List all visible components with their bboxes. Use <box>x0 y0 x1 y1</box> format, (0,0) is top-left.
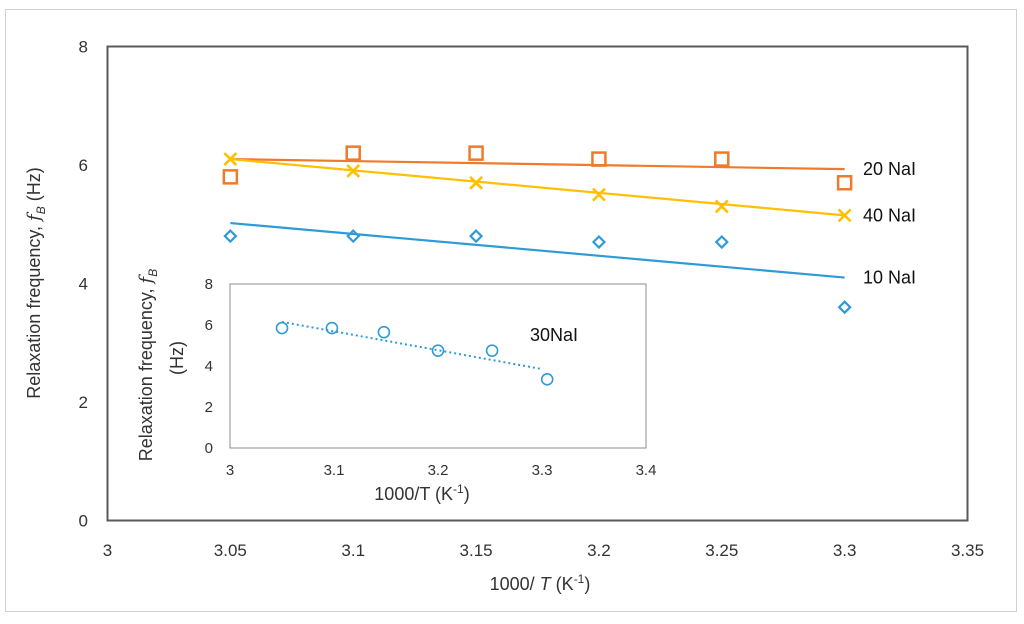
x-tick-label: 3.05 <box>214 541 247 560</box>
data-point-30nai <box>540 373 554 386</box>
inset-x-tick-label: 3 <box>226 462 234 479</box>
inset-series-labels: 30NaI <box>530 325 578 345</box>
inset-y-tick-label: 8 <box>205 276 213 293</box>
data-point-40-nai <box>592 187 606 202</box>
x-tick-label: 3.35 <box>951 541 984 560</box>
inset-y-tick-label: 4 <box>205 358 213 375</box>
x-tick-label: 3.1 <box>341 541 365 560</box>
trendline-30nai <box>281 320 543 371</box>
inset-y-tick-label: 6 <box>205 317 213 334</box>
data-point-20-nai <box>836 175 853 191</box>
inset-x-tick-label: 3.3 <box>532 462 553 479</box>
data-point-20-nai <box>714 151 730 167</box>
inset-x-tick-label: 3.4 <box>636 462 657 479</box>
main-series-labels: 20 NaI 40 NaI 10 NaI <box>863 159 916 287</box>
inset-x-tick-label: 3.2 <box>428 462 449 479</box>
data-point-10-nai <box>223 229 238 244</box>
data-point-40-nai <box>714 199 729 214</box>
x-tick-label: 3.2 <box>587 541 611 560</box>
inset-y-tick-label: 0 <box>205 440 213 457</box>
trendline-20-nai <box>230 157 845 171</box>
main-data-points <box>222 145 853 315</box>
x-tick-label: 3.15 <box>460 541 493 560</box>
x-tick-label: 3.25 <box>705 541 738 560</box>
series-label-10-nai: 10 NaI <box>863 268 916 288</box>
inset-trendlines <box>281 320 543 371</box>
y-tick-label: 4 <box>79 275 88 294</box>
y-tick-label: 6 <box>79 156 88 175</box>
main-y-tick-labels: 0 2 4 6 8 <box>79 38 88 531</box>
data-point-10-nai <box>714 234 729 250</box>
data-point-30nai <box>485 344 499 357</box>
inset-y-axis-label-line2: (Hz) <box>167 341 187 375</box>
data-point-10-nai <box>591 234 606 250</box>
inset-x-tick-labels: 3 3.1 3.2 3.3 3.4 <box>226 462 657 479</box>
main-trendlines <box>230 157 845 279</box>
series-label-20-nai: 20 NaI <box>863 159 916 179</box>
data-point-30nai <box>377 325 391 339</box>
data-point-40-nai <box>837 208 852 223</box>
inset-y-tick-label: 2 <box>205 399 213 416</box>
inset-data-points <box>275 321 554 386</box>
trendline-40-nai <box>230 157 845 217</box>
y-tick-label: 0 <box>79 512 88 531</box>
data-point-20-nai <box>345 145 361 161</box>
y-tick-label: 8 <box>79 38 88 57</box>
data-point-20-nai <box>222 169 239 185</box>
data-point-30nai <box>325 321 339 335</box>
inset-x-axis-label: 1000/T (K-1) <box>374 482 469 504</box>
data-point-40-nai <box>346 164 361 178</box>
data-point-10-nai <box>346 229 361 244</box>
data-point-40-nai <box>469 175 483 190</box>
inset-y-tick-labels: 0 2 4 6 8 <box>205 276 213 457</box>
x-tick-label: 3.3 <box>833 541 857 560</box>
trendline-10-nai <box>230 221 845 279</box>
data-point-30nai <box>431 344 445 357</box>
x-tick-label: 3 <box>103 541 112 560</box>
data-point-20-nai <box>591 151 607 167</box>
series-label-40-nai: 40 NaI <box>863 205 916 225</box>
series-label-30nai: 30NaI <box>530 325 578 345</box>
data-point-30nai <box>275 321 289 335</box>
inset-plot-area <box>229 283 647 449</box>
inset-x-tick-label: 3.1 <box>324 462 345 479</box>
data-point-40-nai <box>223 152 238 166</box>
data-point-10-nai <box>469 229 484 244</box>
main-x-axis-label: 1000/ T (K-1) <box>490 572 591 594</box>
main-x-tick-labels: 3 3.05 3.1 3.15 3.2 3.25 3.3 3.35 <box>103 541 984 560</box>
data-point-20-nai <box>468 145 484 161</box>
y-tick-label: 2 <box>79 393 88 412</box>
data-point-10-nai <box>837 300 852 315</box>
